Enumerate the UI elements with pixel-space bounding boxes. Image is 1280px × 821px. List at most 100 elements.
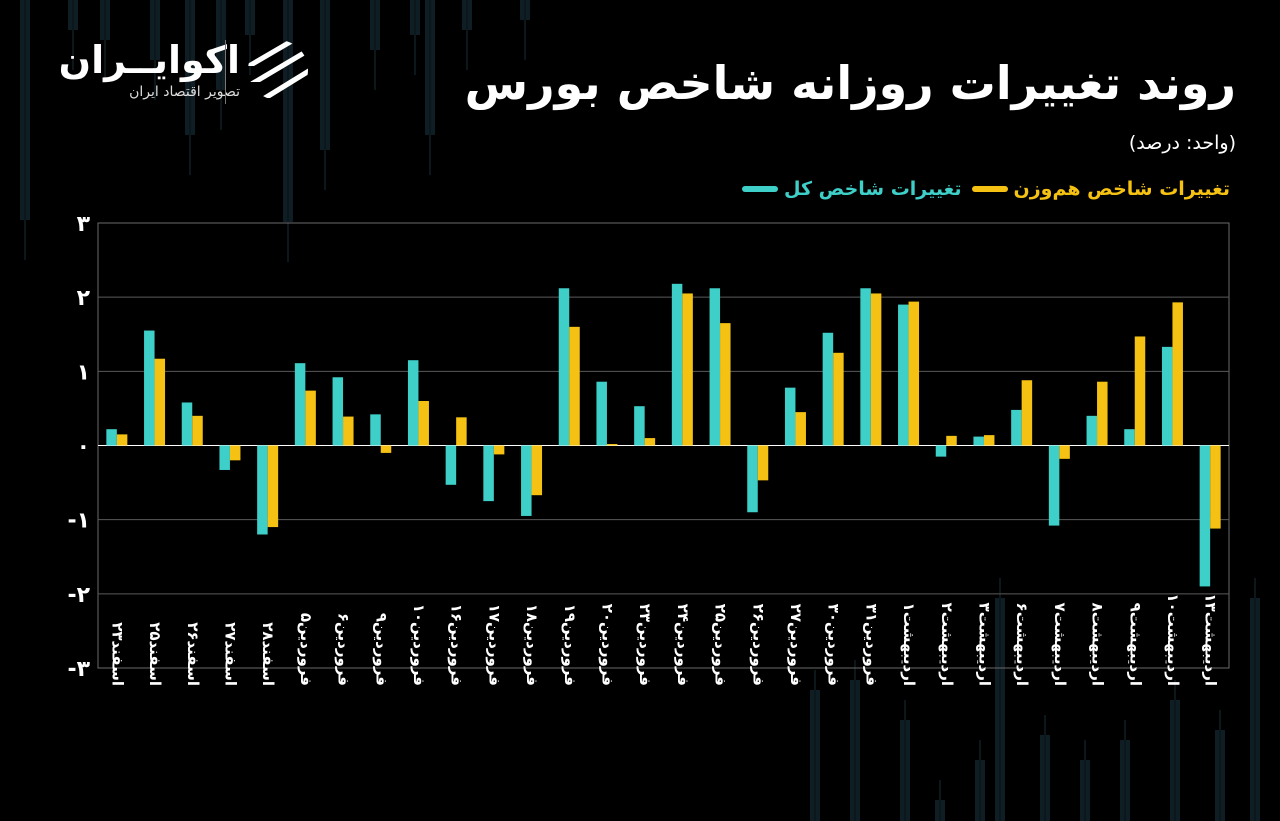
x-tick-label: اسفند۲۸ [259, 622, 277, 686]
x-tick-label: فروردین۳۱ [862, 604, 880, 686]
x-tick-label: اسفند۲۵ [146, 622, 164, 686]
bar-total-index [671, 283, 683, 446]
x-tick-label: اسفند۲۳ [108, 622, 126, 686]
bar-equal-weight-index [908, 301, 920, 446]
bar-total-index [596, 381, 607, 446]
x-tick-label: اسفند۲۷ [221, 622, 239, 686]
y-tick-label: -۱ [67, 509, 90, 534]
x-tick-label: اردیبهشت۱ [900, 603, 918, 686]
bar-equal-weight-index [380, 445, 392, 453]
unit-label: (واحد: درصد) [1128, 132, 1236, 154]
x-tick-label: اردیبهشت۳ [975, 603, 993, 686]
bar-total-index [370, 414, 381, 446]
bar-equal-weight-index [682, 293, 693, 446]
bar-equal-weight-index [833, 352, 844, 446]
legend-label-equal-weight: تغییرات شاخص هم‌وزن [1013, 178, 1231, 200]
bar-total-index [1199, 445, 1211, 587]
bg-candle-wick [324, 0, 326, 190]
x-tick-label: فروردین۲۶ [749, 604, 767, 686]
bar-equal-weight-index [267, 445, 279, 528]
x-tick-label: فروردین۲۳ [636, 604, 654, 686]
bar-total-index [973, 436, 984, 446]
bar-equal-weight-index [116, 434, 128, 446]
x-tick-label: فروردین۲۵ [712, 604, 730, 686]
bar-total-index [445, 445, 457, 485]
bar-total-index [1086, 415, 1098, 446]
y-tick-label: -۲ [67, 583, 90, 608]
bar-total-index [898, 304, 909, 446]
bar-equal-weight-index [795, 412, 806, 446]
bar-equal-weight-index [983, 435, 995, 446]
bar-equal-weight-index [644, 438, 656, 446]
bar-equal-weight-index [569, 326, 580, 446]
x-tick-label: فروردین۱۹ [561, 604, 579, 686]
bar-total-index [181, 402, 193, 446]
bar-total-index [294, 363, 306, 446]
y-tick-label: ۲ [77, 286, 91, 311]
brand-name: اکوایــران [58, 38, 240, 82]
bar-total-index [558, 288, 570, 446]
bg-candle-wick [939, 780, 941, 821]
legend-item-equal-weight: تغییرات شاخص هم‌وزن [971, 178, 1231, 200]
x-tick-label: اردیبهشت۲ [938, 603, 956, 686]
bar-total-index [332, 377, 344, 446]
bg-candle-wick [904, 700, 906, 821]
x-tick-label: فروردین۱۸ [523, 604, 541, 686]
bar-total-index [1161, 346, 1173, 446]
page-title: روند تغییرات روزانه شاخص بورس [464, 56, 1236, 110]
x-tick-label: اردیبهشت۹ [1126, 603, 1144, 686]
bar-total-index [709, 288, 721, 446]
bg-candle-wick [414, 0, 416, 75]
brand-text: اکوایــران تصویر اقتصاد ایران [59, 38, 240, 102]
bar-total-index [822, 332, 834, 446]
x-tick-label: اردیبهشت۶ [1013, 603, 1031, 686]
bg-candle-wick [466, 0, 468, 70]
x-tick-label: فروردین۱۰ [410, 604, 428, 686]
bar-equal-weight-index [870, 293, 882, 446]
bar-equal-weight-index [946, 435, 957, 446]
bg-candle-wick [104, 0, 106, 80]
bg-candle-wick [1254, 578, 1256, 821]
bar-equal-weight-index [1059, 445, 1070, 459]
x-tick-label: اسفند۲۶ [184, 622, 202, 686]
bg-candle-wick [1084, 740, 1086, 821]
x-tick-label: فروردین۲۷ [787, 604, 805, 686]
bar-total-index [1011, 409, 1022, 446]
bar-equal-weight-index [418, 401, 429, 446]
brand-logo: اکوایــران تصویر اقتصاد ایران [48, 32, 310, 112]
x-tick-label: فروردین۵ [297, 613, 315, 686]
bar-equal-weight-index [757, 445, 769, 481]
bar-total-index [483, 445, 494, 502]
x-tick-label: فروردین۲۴ [674, 604, 692, 686]
x-tick-label: فروردین۳۰ [825, 604, 843, 686]
bg-candle-wick [374, 0, 376, 90]
bg-candle-wick [429, 0, 431, 175]
legend-label-total: تغییرات شاخص کل [784, 178, 962, 200]
bg-candle-wick [1124, 720, 1126, 821]
bar-equal-weight-index [305, 390, 316, 446]
bar-equal-weight-index [456, 417, 467, 446]
bar-equal-weight-index [493, 445, 505, 455]
legend-swatch-equal-weight [971, 186, 1008, 192]
bg-candle-wick [1219, 710, 1221, 821]
bg-candle-wick [24, 0, 26, 260]
bar-total-index [144, 330, 155, 446]
x-tick-label: اردیبهشت۸ [1089, 603, 1107, 686]
bar-equal-weight-index [1021, 380, 1033, 446]
bar-total-index [1048, 445, 1060, 526]
bg-candle-wick [220, 0, 222, 130]
x-tick-label: اردیبهشت۱۰ [1164, 593, 1182, 686]
x-tick-label: فروردین۱۷ [485, 604, 503, 686]
bar-equal-weight-index [1134, 336, 1146, 446]
legend-swatch-total [742, 186, 779, 192]
bar-total-index [784, 387, 796, 446]
x-tick-label: فروردین۶ [335, 613, 353, 686]
bg-candle-wick [287, 0, 289, 262]
chart-legend: تغییرات شاخص کل تغییرات شاخص هم‌وزن [742, 178, 1230, 200]
x-tick-label: اردیبهشت۱۳ [1202, 593, 1220, 686]
bg-candle-wick [154, 0, 156, 100]
bar-total-index [219, 445, 230, 470]
bar-equal-weight-index [192, 415, 203, 446]
bar-equal-weight-index [606, 444, 618, 446]
